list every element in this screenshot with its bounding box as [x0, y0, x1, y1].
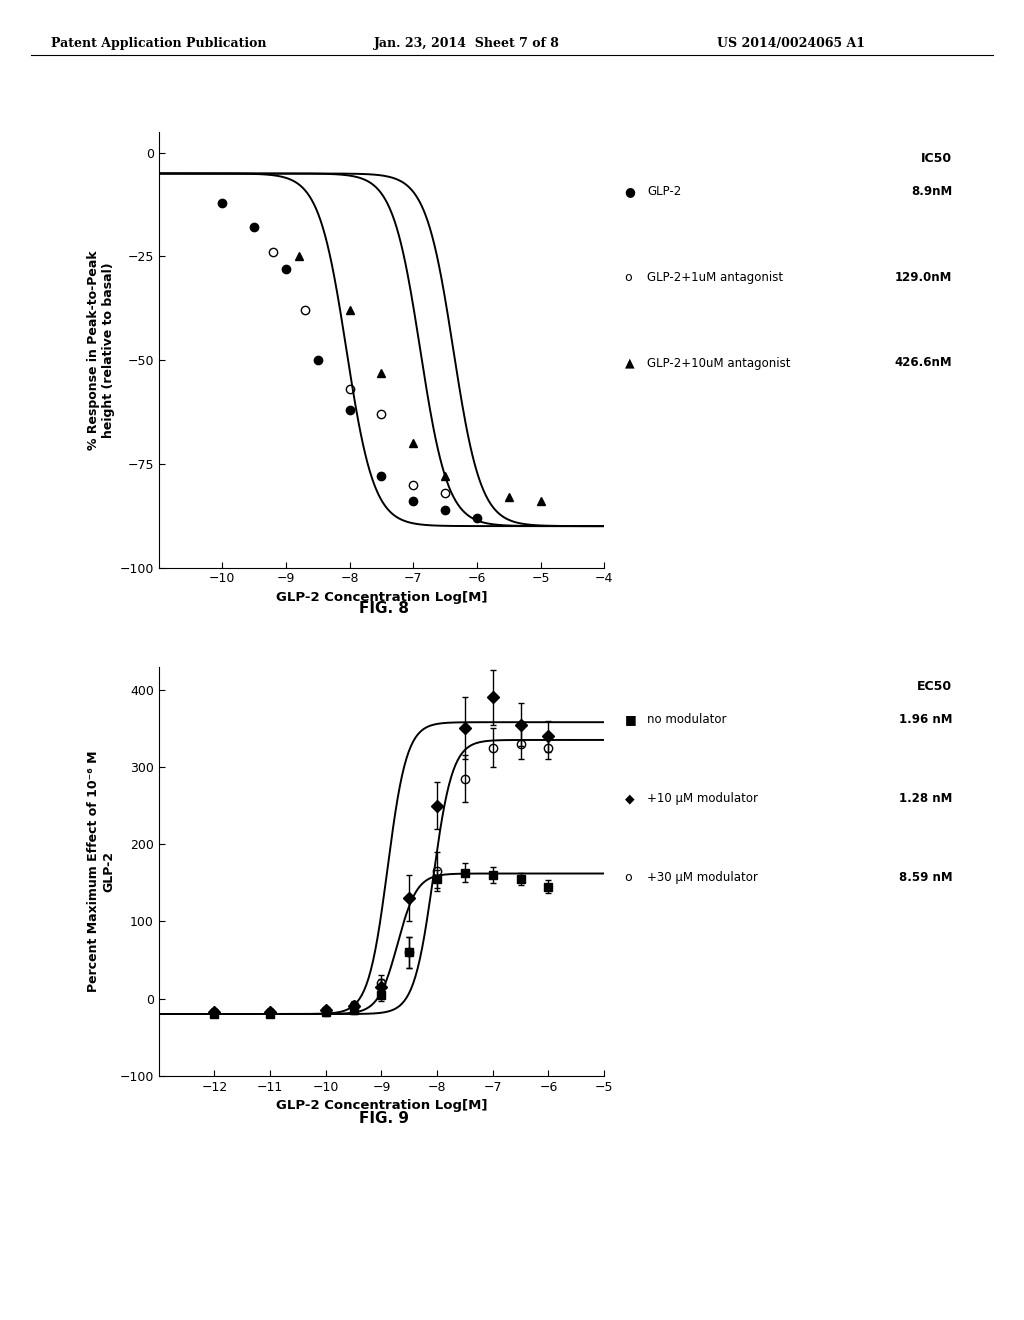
- Text: US 2014/0024065 A1: US 2014/0024065 A1: [717, 37, 865, 50]
- Text: 8.59 nM: 8.59 nM: [899, 871, 952, 884]
- Text: 8.9nM: 8.9nM: [911, 185, 952, 198]
- Text: 426.6nM: 426.6nM: [895, 356, 952, 370]
- Text: EC50: EC50: [918, 680, 952, 693]
- Text: FIG. 8: FIG. 8: [359, 601, 409, 615]
- Text: ●: ●: [625, 185, 636, 198]
- Text: ■: ■: [625, 713, 636, 726]
- X-axis label: GLP-2 Concentration Log[M]: GLP-2 Concentration Log[M]: [275, 591, 487, 605]
- Text: GLP-2+10uM antagonist: GLP-2+10uM antagonist: [647, 356, 791, 370]
- Text: no modulator: no modulator: [647, 713, 727, 726]
- Y-axis label: % Response in Peak-to-Peak
height (relative to basal): % Response in Peak-to-Peak height (relat…: [87, 249, 116, 450]
- Text: GLP-2: GLP-2: [647, 185, 681, 198]
- Text: 129.0nM: 129.0nM: [895, 271, 952, 284]
- Text: Jan. 23, 2014  Sheet 7 of 8: Jan. 23, 2014 Sheet 7 of 8: [374, 37, 560, 50]
- Text: Patent Application Publication: Patent Application Publication: [51, 37, 266, 50]
- Text: 1.96 nM: 1.96 nM: [899, 713, 952, 726]
- Text: 1.28 nM: 1.28 nM: [899, 792, 952, 805]
- Text: o: o: [625, 271, 632, 284]
- Y-axis label: Percent Maximum Effect of 10⁻⁶ M
GLP-2: Percent Maximum Effect of 10⁻⁶ M GLP-2: [87, 751, 116, 991]
- Text: ▲: ▲: [625, 356, 634, 370]
- Text: +30 μM modulator: +30 μM modulator: [647, 871, 758, 884]
- Text: o: o: [625, 871, 632, 884]
- Text: FIG. 9: FIG. 9: [359, 1111, 409, 1126]
- Text: +10 μM modulator: +10 μM modulator: [647, 792, 758, 805]
- Text: IC50: IC50: [922, 152, 952, 165]
- Text: GLP-2+1uM antagonist: GLP-2+1uM antagonist: [647, 271, 783, 284]
- Text: ◆: ◆: [625, 792, 634, 805]
- X-axis label: GLP-2 Concentration Log[M]: GLP-2 Concentration Log[M]: [275, 1100, 487, 1113]
